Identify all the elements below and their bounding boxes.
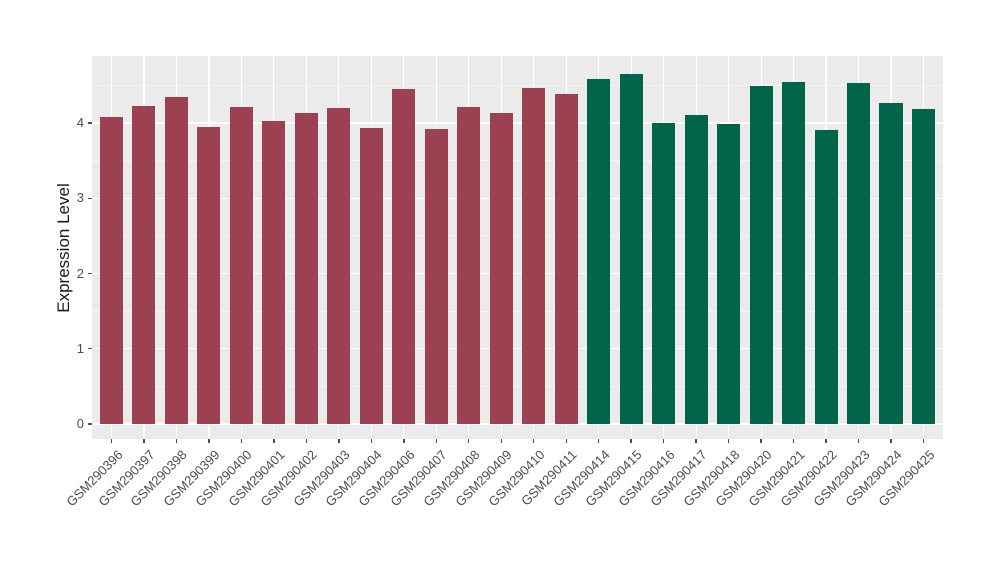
x-tick-mark — [305, 439, 308, 443]
y-gridline-major — [92, 122, 943, 124]
x-tick-mark — [468, 439, 470, 443]
x-tick-mark — [695, 439, 697, 443]
y-gridline-minor — [92, 160, 943, 162]
x-tick-mark — [630, 439, 632, 443]
x-tick-mark — [175, 439, 178, 443]
x-tick-mark — [825, 439, 827, 443]
bar — [652, 123, 676, 424]
y-tick-mark — [88, 197, 92, 199]
bar — [424, 129, 448, 424]
x-tick-mark — [598, 439, 600, 443]
bar — [879, 103, 903, 424]
y-tick-mark — [88, 348, 92, 350]
bar — [164, 97, 188, 424]
y-tick-mark — [88, 423, 92, 425]
x-tick-mark — [110, 439, 113, 443]
bar — [99, 116, 123, 424]
x-tick-mark — [403, 439, 405, 443]
bar — [489, 113, 513, 424]
x-tick-mark — [792, 439, 795, 443]
x-tick-mark — [500, 439, 502, 443]
bar — [457, 107, 481, 424]
bar — [847, 83, 871, 424]
bar — [684, 114, 708, 424]
x-tick-mark — [240, 439, 243, 443]
bar — [132, 106, 156, 424]
y-tick-label: 0 — [76, 416, 84, 431]
y-tick-label: 4 — [76, 115, 84, 130]
bar — [911, 109, 936, 424]
bar — [619, 74, 643, 424]
y-gridline-minor — [92, 235, 943, 237]
bar — [262, 121, 286, 424]
x-tick-mark — [727, 439, 730, 443]
x-tick-mark — [533, 439, 535, 443]
x-tick-mark — [565, 439, 567, 443]
y-gridline-minor — [92, 84, 943, 86]
bar — [587, 79, 611, 424]
x-tick-mark — [760, 439, 762, 443]
x-tick-mark — [922, 439, 925, 443]
bar — [717, 123, 741, 424]
bar — [554, 94, 578, 424]
x-tick-mark — [857, 439, 860, 443]
x-tick-mark — [208, 439, 210, 443]
y-gridline-major — [92, 423, 943, 425]
bar — [782, 82, 806, 424]
bar — [749, 86, 773, 424]
y-gridline-major — [92, 272, 943, 275]
y-gridline-major — [92, 197, 943, 199]
bar — [229, 107, 253, 424]
x-tick-mark — [435, 439, 437, 443]
y-gridline-minor — [92, 310, 943, 312]
bar — [359, 128, 383, 424]
y-tick-mark — [88, 122, 92, 124]
y-tick-label: 2 — [76, 265, 84, 281]
x-tick-mark — [370, 439, 373, 443]
bar — [327, 107, 351, 424]
y-tick-label: 1 — [76, 340, 84, 356]
plot-panel — [92, 56, 943, 439]
y-axis-title: Expression Level — [54, 183, 73, 313]
bar — [392, 89, 416, 424]
y-gridline-major — [92, 348, 943, 350]
x-tick-mark — [890, 439, 892, 443]
y-tick-label: 3 — [76, 190, 84, 206]
x-tick-mark — [662, 439, 665, 443]
x-tick-mark — [338, 439, 340, 443]
x-tick-mark — [143, 439, 145, 443]
bar — [294, 113, 318, 424]
bar — [522, 88, 546, 424]
bar — [814, 129, 838, 424]
x-tick-mark — [273, 439, 275, 443]
bar — [197, 126, 221, 424]
y-gridline-minor — [92, 385, 943, 387]
y-tick-mark — [88, 272, 92, 275]
